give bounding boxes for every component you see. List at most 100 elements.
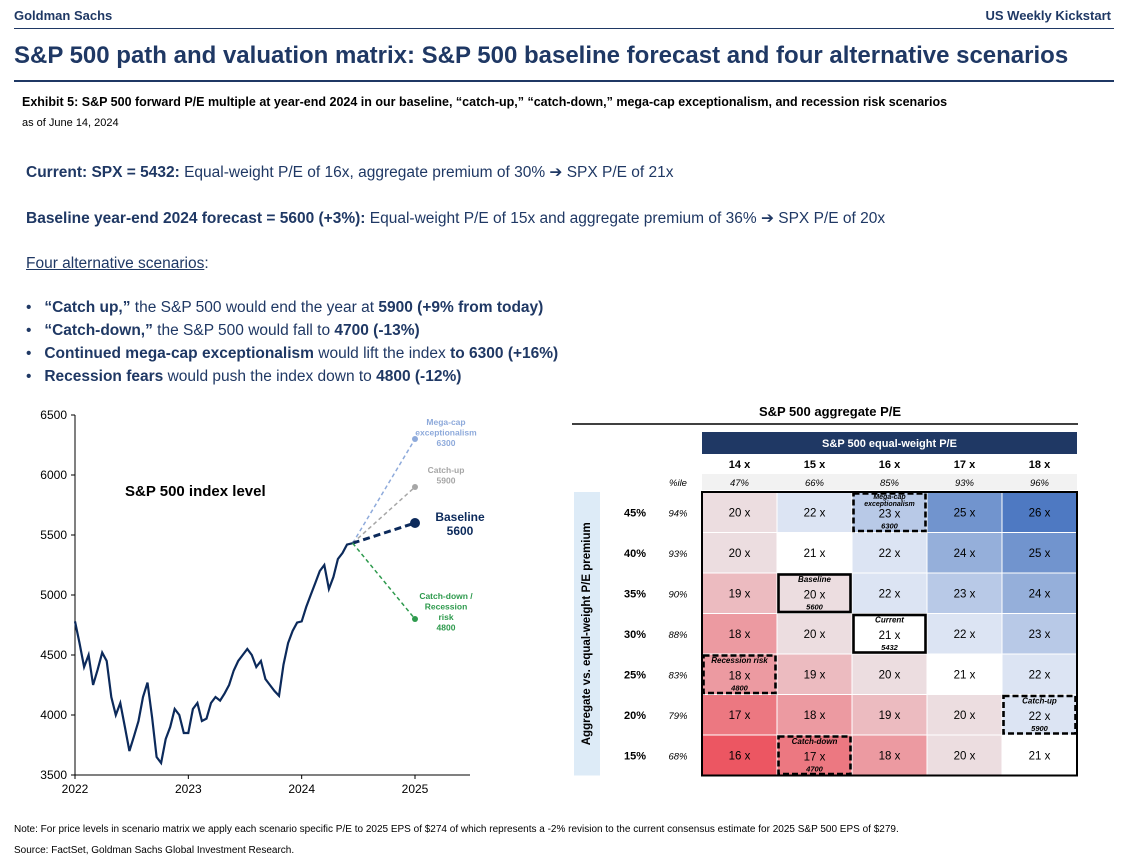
heatmap-cell xyxy=(851,653,928,695)
scenario-line xyxy=(352,438,416,544)
cell-value: 24 x xyxy=(1029,588,1051,600)
heatmap-cell xyxy=(1001,572,1078,614)
scenario-box-label: Catch-up xyxy=(1022,697,1057,706)
scenario-point xyxy=(412,484,418,490)
cell-value: 21 x xyxy=(804,548,826,560)
cell-value: 23 x xyxy=(954,588,976,600)
col-header-band xyxy=(702,432,1077,454)
heatmap-cell xyxy=(701,734,778,776)
scenario-box-value: 5600 xyxy=(806,603,824,612)
cell-value: 19 x xyxy=(729,588,751,600)
x-tick-label: 2024 xyxy=(288,782,315,796)
cell-value: 24 x xyxy=(954,548,976,560)
heatmap-cell xyxy=(926,572,1003,614)
current-lead: Current: SPX = 5432: xyxy=(26,164,180,181)
scenario-label: 5900 xyxy=(437,476,456,486)
heatmap-cell xyxy=(851,491,928,533)
scenario-label: Catch-up xyxy=(428,465,465,475)
baseline-rest: Equal-weight P/E of 15x and aggregate pr… xyxy=(365,210,886,227)
scenario-box-value: 5432 xyxy=(881,643,899,652)
scenario-box-value: 6300 xyxy=(881,522,899,531)
scenario-label: risk xyxy=(438,612,453,622)
heatmap-cell xyxy=(1001,694,1078,736)
y-tick-label: 4000 xyxy=(40,708,67,722)
cell-value: 23 x xyxy=(879,508,901,520)
heatmap-cell xyxy=(1001,734,1078,776)
scenario-box-label: Catch-down xyxy=(792,737,838,746)
x-tick-label: 2025 xyxy=(402,782,429,796)
scenario-box xyxy=(852,613,927,654)
cell-value: 20 x xyxy=(954,710,976,722)
column-pctile: 93% xyxy=(955,478,975,489)
cell-value: 22 x xyxy=(879,548,901,560)
bullet-item: • “Catch-down,” the S&P 500 would fall t… xyxy=(26,322,420,339)
y-tick-label: 4500 xyxy=(40,648,67,662)
row-pctile: 93% xyxy=(668,549,688,560)
cell-value: 22 x xyxy=(954,629,976,641)
bullet-item: • Recession fears would push the index d… xyxy=(26,368,462,385)
cell-value: 20 x xyxy=(804,589,826,601)
cell-value: 22 x xyxy=(1029,711,1051,723)
scenario-box-label: Recession risk xyxy=(711,656,768,665)
cell-value: 18 x xyxy=(879,750,901,762)
heatmap-cell xyxy=(701,613,778,655)
scenario-box-value: 4700 xyxy=(805,765,824,774)
cell-value: 21 x xyxy=(879,630,901,642)
cell-value: 19 x xyxy=(804,669,826,681)
heatmap-cell xyxy=(776,613,853,655)
scenario-label: exceptionalism xyxy=(415,428,477,438)
current-line: Current: SPX = 5432: Equal-weight P/E of… xyxy=(26,163,674,182)
scenario-label: Baseline xyxy=(435,510,485,524)
row-pctile: 94% xyxy=(668,508,688,519)
baseline-line: Baseline year-end 2024 forecast = 5600 (… xyxy=(26,209,885,228)
scenario-label: Catch-down / xyxy=(419,591,473,601)
scenario-box xyxy=(702,654,777,695)
scenario-box-label: Baseline xyxy=(798,575,831,584)
row-pctile: 83% xyxy=(668,670,688,681)
scenario-box xyxy=(777,735,852,776)
scenario-label: Recession xyxy=(425,602,468,612)
row-label: 15% xyxy=(624,750,646,762)
scenario-line xyxy=(352,542,416,620)
heatmap-cell xyxy=(851,613,928,655)
heatmap-cell xyxy=(776,572,853,614)
heatmap-cell xyxy=(1001,653,1078,695)
y-tick-label: 3500 xyxy=(40,768,67,782)
cell-value: 22 x xyxy=(804,507,826,519)
y-tick-label: 6500 xyxy=(40,408,67,422)
row-axis-band xyxy=(574,492,600,776)
x-tick-label: 2023 xyxy=(175,782,202,796)
row-pctile: 68% xyxy=(668,751,688,762)
heatmap-cell xyxy=(776,532,853,574)
scenario-label: 6300 xyxy=(437,438,456,448)
cell-value: 16 x xyxy=(729,750,751,762)
column-label: 14 x xyxy=(729,459,751,471)
heatmap-cell xyxy=(926,532,1003,574)
column-label: 17 x xyxy=(954,459,976,471)
scenario-box-label: Mega-cap xyxy=(873,494,906,501)
cell-value: 26 x xyxy=(1029,507,1051,519)
heatmap-cell xyxy=(926,653,1003,695)
row-pctile: 90% xyxy=(668,589,688,600)
scenario-box xyxy=(852,492,927,533)
column-pctile: 66% xyxy=(805,478,825,489)
y-tick-label: 5500 xyxy=(40,528,67,542)
scenario-line xyxy=(352,486,416,544)
row-label: 20% xyxy=(624,710,646,722)
current-rest: Equal-weight P/E of 16x, aggregate premi… xyxy=(179,164,674,181)
scenario-label: 5600 xyxy=(447,524,474,538)
scenario-point xyxy=(412,616,418,622)
company-name: Goldman Sachs xyxy=(14,8,113,23)
cell-value: 23 x xyxy=(1029,629,1051,641)
column-pctile: 47% xyxy=(730,478,750,489)
heatmap-cell xyxy=(851,572,928,614)
scenario-line xyxy=(352,521,416,545)
column-pctile: 96% xyxy=(1030,478,1050,489)
cell-value: 20 x xyxy=(729,548,751,560)
row-label: 40% xyxy=(624,548,646,560)
bullet-item: • “Catch up,” the S&P 500 would end the … xyxy=(26,299,544,316)
alt-heading: Four alternative scenarios: xyxy=(26,255,209,273)
index-series-line xyxy=(73,542,353,766)
page-title: S&P 500 path and valuation matrix: S&P 5… xyxy=(14,42,1069,69)
cell-value: 20 x xyxy=(879,669,901,681)
